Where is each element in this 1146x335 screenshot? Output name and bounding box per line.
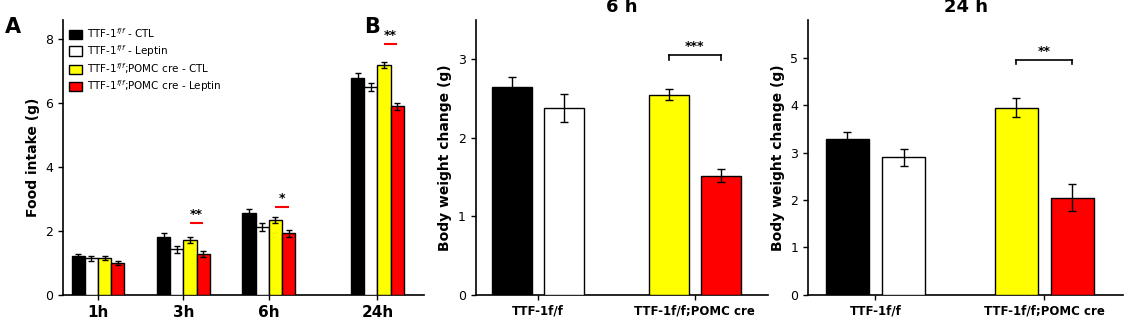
Bar [242,213,256,295]
Text: *: * [278,192,285,205]
Bar [183,240,197,295]
Bar [170,250,183,295]
Text: B: B [364,17,380,38]
Text: **: ** [384,29,398,43]
Bar [71,257,85,295]
Bar [364,87,377,295]
Bar [351,78,364,295]
Bar [391,106,403,295]
Bar [269,220,282,295]
Bar [882,157,925,295]
Bar [701,176,740,295]
Text: **: ** [1038,46,1051,59]
Text: **: ** [190,208,203,221]
Bar [282,233,296,295]
Bar [85,258,97,295]
Bar [995,108,1037,295]
Bar [111,263,125,295]
Bar [649,95,689,295]
Y-axis label: Body weight change (g): Body weight change (g) [438,64,453,251]
Bar [826,138,869,295]
Bar [1051,198,1093,295]
Bar [157,237,170,295]
Text: ***: *** [685,40,705,53]
Bar [377,65,391,295]
Legend: TTF-1$^{f/f}$ - CTL, TTF-1$^{f/f}$ - Leptin, TTF-1$^{f/f}$;POMC cre - CTL, TTF-1: TTF-1$^{f/f}$ - CTL, TTF-1$^{f/f}$ - Lep… [69,25,222,95]
Y-axis label: Food intake (g): Food intake (g) [25,98,40,217]
Bar [197,254,210,295]
Bar [544,108,584,295]
Text: A: A [6,17,22,38]
Y-axis label: Body weight change (g): Body weight change (g) [770,64,785,251]
Title: 24 h: 24 h [943,0,988,16]
Title: 6 h: 6 h [606,0,637,16]
Bar [256,227,269,295]
Bar [493,87,532,295]
Bar [97,258,111,295]
